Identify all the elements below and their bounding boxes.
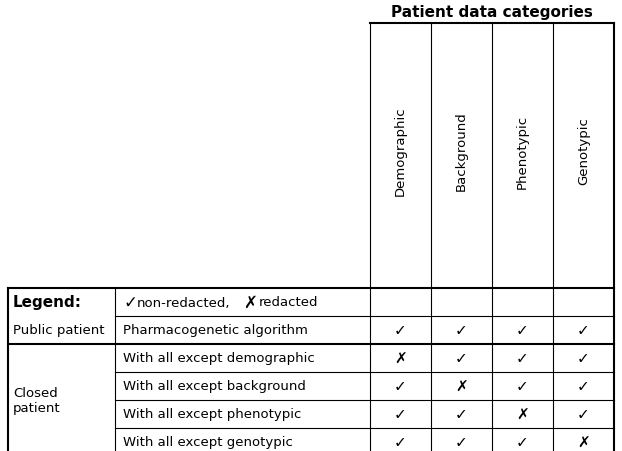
Text: ✗: ✗ <box>394 351 407 366</box>
Text: ✓: ✓ <box>394 379 407 394</box>
Text: ✓: ✓ <box>516 323 529 338</box>
Text: redacted: redacted <box>259 296 318 309</box>
Text: ✗: ✗ <box>243 293 257 311</box>
Text: Demographic: Demographic <box>394 106 407 196</box>
Text: ✓: ✓ <box>516 351 529 366</box>
Text: Genotypic: Genotypic <box>577 117 590 185</box>
Text: ✗: ✗ <box>577 434 590 450</box>
Text: Pharmacogenetic algorithm: Pharmacogenetic algorithm <box>123 324 308 337</box>
Text: ✓: ✓ <box>455 434 468 450</box>
Text: Patient data categories: Patient data categories <box>391 5 593 19</box>
Text: ✓: ✓ <box>516 434 529 450</box>
Text: ✓: ✓ <box>394 407 407 422</box>
Text: ✓: ✓ <box>577 379 590 394</box>
Text: Legend:: Legend: <box>13 295 82 310</box>
Text: With all except demographic: With all except demographic <box>123 352 315 365</box>
Text: ✓: ✓ <box>455 351 468 366</box>
Text: ✓: ✓ <box>455 407 468 422</box>
Text: With all except background: With all except background <box>123 380 306 393</box>
Text: ✓: ✓ <box>394 323 407 338</box>
Text: Phenotypic: Phenotypic <box>516 114 529 188</box>
Text: ✗: ✗ <box>455 379 468 394</box>
Text: non-redacted,: non-redacted, <box>137 296 231 309</box>
Text: ✗: ✗ <box>516 407 529 422</box>
Text: ✓: ✓ <box>516 379 529 394</box>
Text: ✓: ✓ <box>577 407 590 422</box>
Text: ✓: ✓ <box>455 323 468 338</box>
Text: ✓: ✓ <box>577 351 590 366</box>
Text: ✓: ✓ <box>394 434 407 450</box>
Text: Background: Background <box>455 111 468 191</box>
Text: Public patient: Public patient <box>13 324 104 337</box>
Text: With all except phenotypic: With all except phenotypic <box>123 408 302 421</box>
Text: With all except genotypic: With all except genotypic <box>123 436 293 448</box>
Text: ✓: ✓ <box>577 323 590 338</box>
Text: Closed
patient: Closed patient <box>13 386 60 414</box>
Text: ✓: ✓ <box>123 293 137 311</box>
